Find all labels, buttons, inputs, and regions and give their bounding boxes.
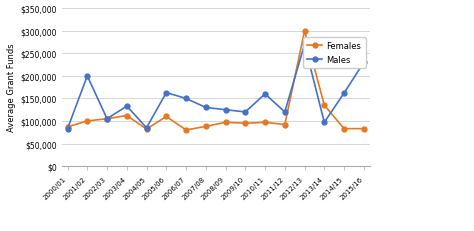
Females — [64, 126, 70, 129]
Line: Males: Males — [65, 43, 366, 131]
Males — [341, 92, 347, 95]
Males — [361, 62, 367, 64]
Legend: Females, Males: Females, Males — [303, 38, 365, 68]
Females — [144, 128, 149, 131]
Females — [124, 115, 129, 117]
Females — [341, 128, 347, 131]
Males — [64, 128, 70, 131]
Females — [104, 118, 110, 121]
Line: Females: Females — [65, 29, 366, 133]
Females — [203, 125, 209, 128]
Males — [84, 75, 90, 78]
Males — [321, 122, 327, 124]
Males — [203, 106, 209, 109]
Females — [301, 30, 307, 33]
Males — [282, 111, 288, 114]
Y-axis label: Average Grant Funds: Average Grant Funds — [7, 44, 16, 132]
Females — [164, 116, 169, 118]
Males — [104, 118, 110, 121]
Males — [144, 127, 149, 130]
Females — [282, 124, 288, 126]
Females — [361, 128, 367, 131]
Females — [183, 129, 189, 132]
Males — [124, 105, 129, 108]
Males — [183, 98, 189, 100]
Females — [321, 104, 327, 107]
Males — [301, 44, 307, 46]
Females — [223, 122, 228, 124]
Males — [164, 92, 169, 94]
Males — [262, 93, 268, 96]
Males — [223, 109, 228, 112]
Females — [84, 120, 90, 123]
Females — [242, 122, 248, 125]
Females — [262, 122, 268, 124]
Males — [242, 111, 248, 114]
